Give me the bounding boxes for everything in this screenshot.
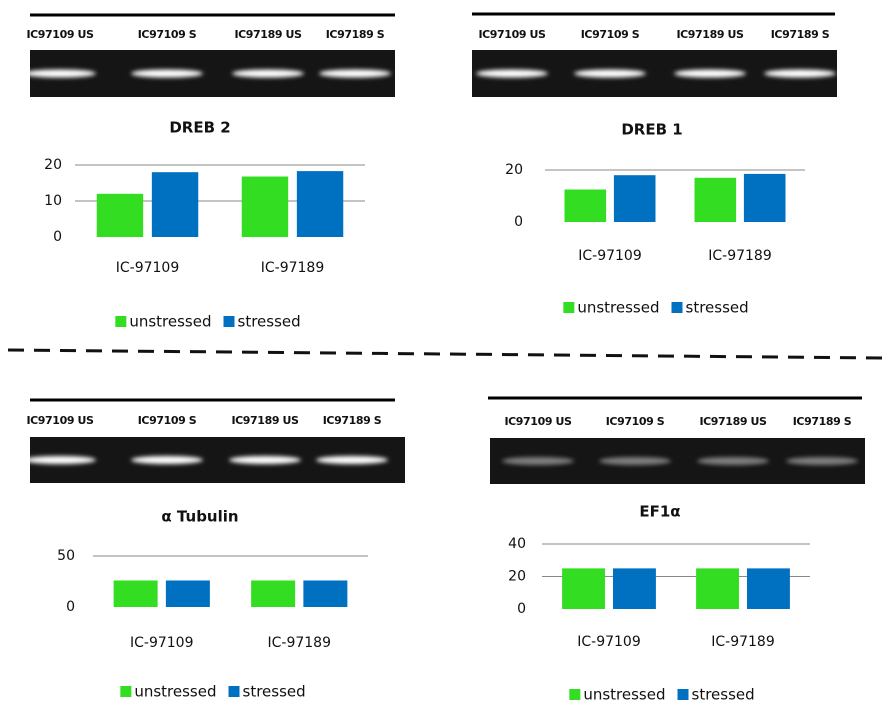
bar [241, 176, 289, 237]
chart-title: α Tubulin [161, 508, 238, 526]
lane-label: IC97109 S [138, 28, 197, 41]
lane-label: IC97189 S [323, 414, 382, 427]
gel-band [786, 457, 858, 465]
lane-label: IC97189 US [699, 415, 767, 428]
y-tick-label: 20 [44, 157, 62, 173]
y-tick-label: 40 [508, 536, 526, 552]
chart-title: DREB 1 [621, 121, 682, 139]
divider [7, 348, 882, 360]
x-tick-label: IC-97109 [130, 635, 194, 651]
bar [113, 580, 158, 607]
legend-swatch [120, 686, 132, 697]
gel-band [316, 456, 388, 464]
gel-band [697, 457, 769, 465]
bar [303, 580, 348, 607]
x-tick-label: IC-97189 [708, 248, 772, 264]
lane-label: IC97109 S [581, 28, 640, 41]
legend-swatch [677, 689, 689, 700]
gel-band [319, 69, 391, 78]
y-tick-label: 10 [44, 193, 62, 209]
lane-label: IC97189 US [234, 28, 302, 41]
bar [96, 193, 144, 237]
bar [564, 189, 607, 222]
legend-label: unstressed [134, 683, 216, 701]
gel-band [24, 69, 96, 78]
bar [251, 580, 296, 607]
bar [696, 568, 739, 609]
x-tick-label: IC-97189 [261, 260, 325, 276]
bar [165, 580, 210, 607]
legend-label: unstressed [583, 686, 665, 702]
gel-band [764, 69, 836, 78]
lane-label: IC97109 S [606, 415, 665, 428]
bar [151, 172, 199, 237]
bar [296, 171, 344, 237]
chart-title: EF1α [639, 503, 680, 521]
bar [747, 568, 790, 609]
y-tick-label: 0 [517, 601, 526, 617]
gel-band [131, 69, 203, 78]
lane-label: IC97189 S [326, 28, 385, 41]
bar [613, 175, 656, 222]
legend-swatch [563, 302, 575, 313]
x-tick-label: IC-97109 [116, 260, 180, 276]
legend-label: unstressed [129, 313, 211, 331]
lane-label: IC97109 US [26, 28, 94, 41]
bar [694, 177, 737, 222]
lane-label: IC97189 US [676, 28, 744, 41]
y-tick-label: 20 [505, 162, 523, 178]
lane-label: IC97109 US [26, 414, 94, 427]
gel-band [232, 69, 304, 78]
legend-label: stressed [692, 686, 755, 702]
y-tick-label: 0 [53, 229, 62, 245]
x-tick-label: IC-97109 [577, 634, 641, 650]
gel-band [599, 457, 671, 465]
x-tick-label: IC-97109 [578, 248, 642, 264]
legend-label: stressed [686, 299, 749, 317]
legend-swatch [228, 686, 240, 697]
chart-title: DREB 2 [169, 119, 230, 137]
y-tick-label: 0 [66, 599, 75, 615]
y-tick-label: 0 [514, 214, 523, 230]
x-tick-label: IC-97189 [268, 635, 332, 651]
lane-label: IC97189 S [771, 28, 830, 41]
gel-band [674, 69, 746, 78]
y-tick-label: 20 [508, 569, 526, 585]
lane-label: IC97109 US [478, 28, 546, 41]
legend-swatch [569, 689, 581, 700]
bar [743, 173, 786, 222]
bar [613, 568, 656, 609]
legend-label: stressed [243, 683, 306, 701]
lane-label: IC97189 S [793, 415, 852, 428]
gel-band [131, 456, 203, 464]
lane-label: IC97109 US [504, 415, 572, 428]
legend-label: stressed [238, 313, 301, 331]
y-tick-label: 50 [57, 548, 75, 564]
gel-band [574, 69, 646, 78]
legend-swatch [671, 302, 683, 313]
legend-label: unstressed [577, 299, 659, 317]
lane-label: IC97109 S [138, 414, 197, 427]
x-tick-label: IC-97189 [711, 634, 775, 650]
gel-band [502, 457, 574, 465]
legend-swatch [223, 316, 235, 327]
bar [562, 568, 605, 609]
legend-swatch [115, 316, 127, 327]
gel-band [229, 456, 301, 464]
gel-band [476, 69, 548, 78]
lane-label: IC97189 US [231, 414, 299, 427]
gel-band [24, 456, 96, 464]
